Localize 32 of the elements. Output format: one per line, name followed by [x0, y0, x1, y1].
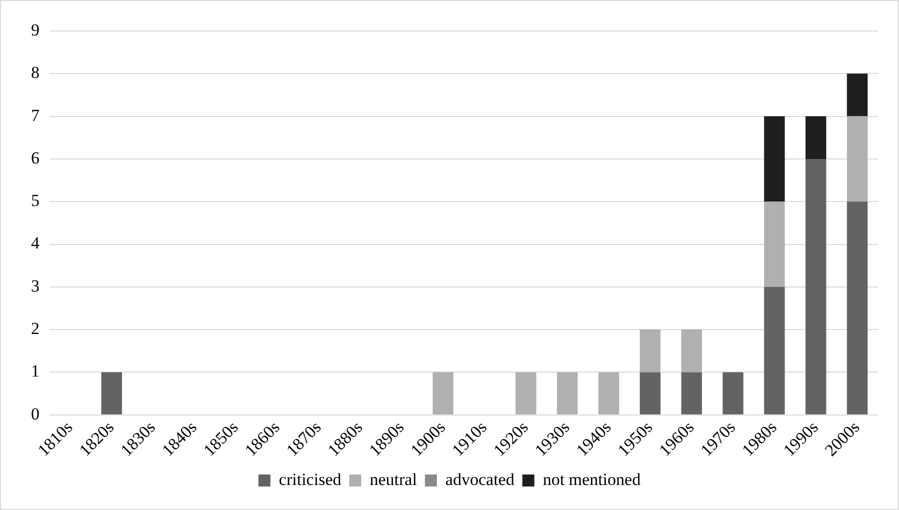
y-tick-label: 7	[31, 106, 40, 125]
y-tick-label: 8	[31, 63, 40, 82]
bar	[764, 116, 785, 202]
y-tick-label: 3	[31, 276, 40, 296]
bar	[764, 202, 785, 287]
y-tick-label: 4	[31, 234, 40, 253]
bar	[101, 372, 122, 414]
y-tick-label: 1	[31, 362, 40, 381]
y-tick-label: 9	[31, 20, 40, 40]
y-tick-label: 5	[31, 191, 40, 210]
legend-label: neutral	[370, 470, 418, 489]
bar	[846, 202, 868, 414]
bar	[846, 74, 868, 116]
bar	[846, 116, 868, 202]
bar	[806, 158, 826, 414]
bar	[681, 372, 702, 414]
legend-label: not mentioned	[542, 470, 642, 489]
bar	[681, 330, 702, 372]
y-tick-label: 0	[31, 404, 40, 424]
bar	[598, 372, 620, 414]
bar	[432, 372, 454, 414]
legend-label: criticised	[278, 470, 342, 489]
bar	[516, 372, 536, 414]
bar	[764, 286, 785, 414]
y-tick-label: 2	[31, 319, 40, 338]
bar	[722, 372, 744, 414]
bar	[806, 116, 826, 159]
bar	[556, 372, 578, 414]
bar	[640, 330, 661, 372]
legend-label: advocated	[445, 470, 515, 489]
y-tick-label: 6	[31, 148, 40, 168]
bar	[640, 372, 661, 414]
